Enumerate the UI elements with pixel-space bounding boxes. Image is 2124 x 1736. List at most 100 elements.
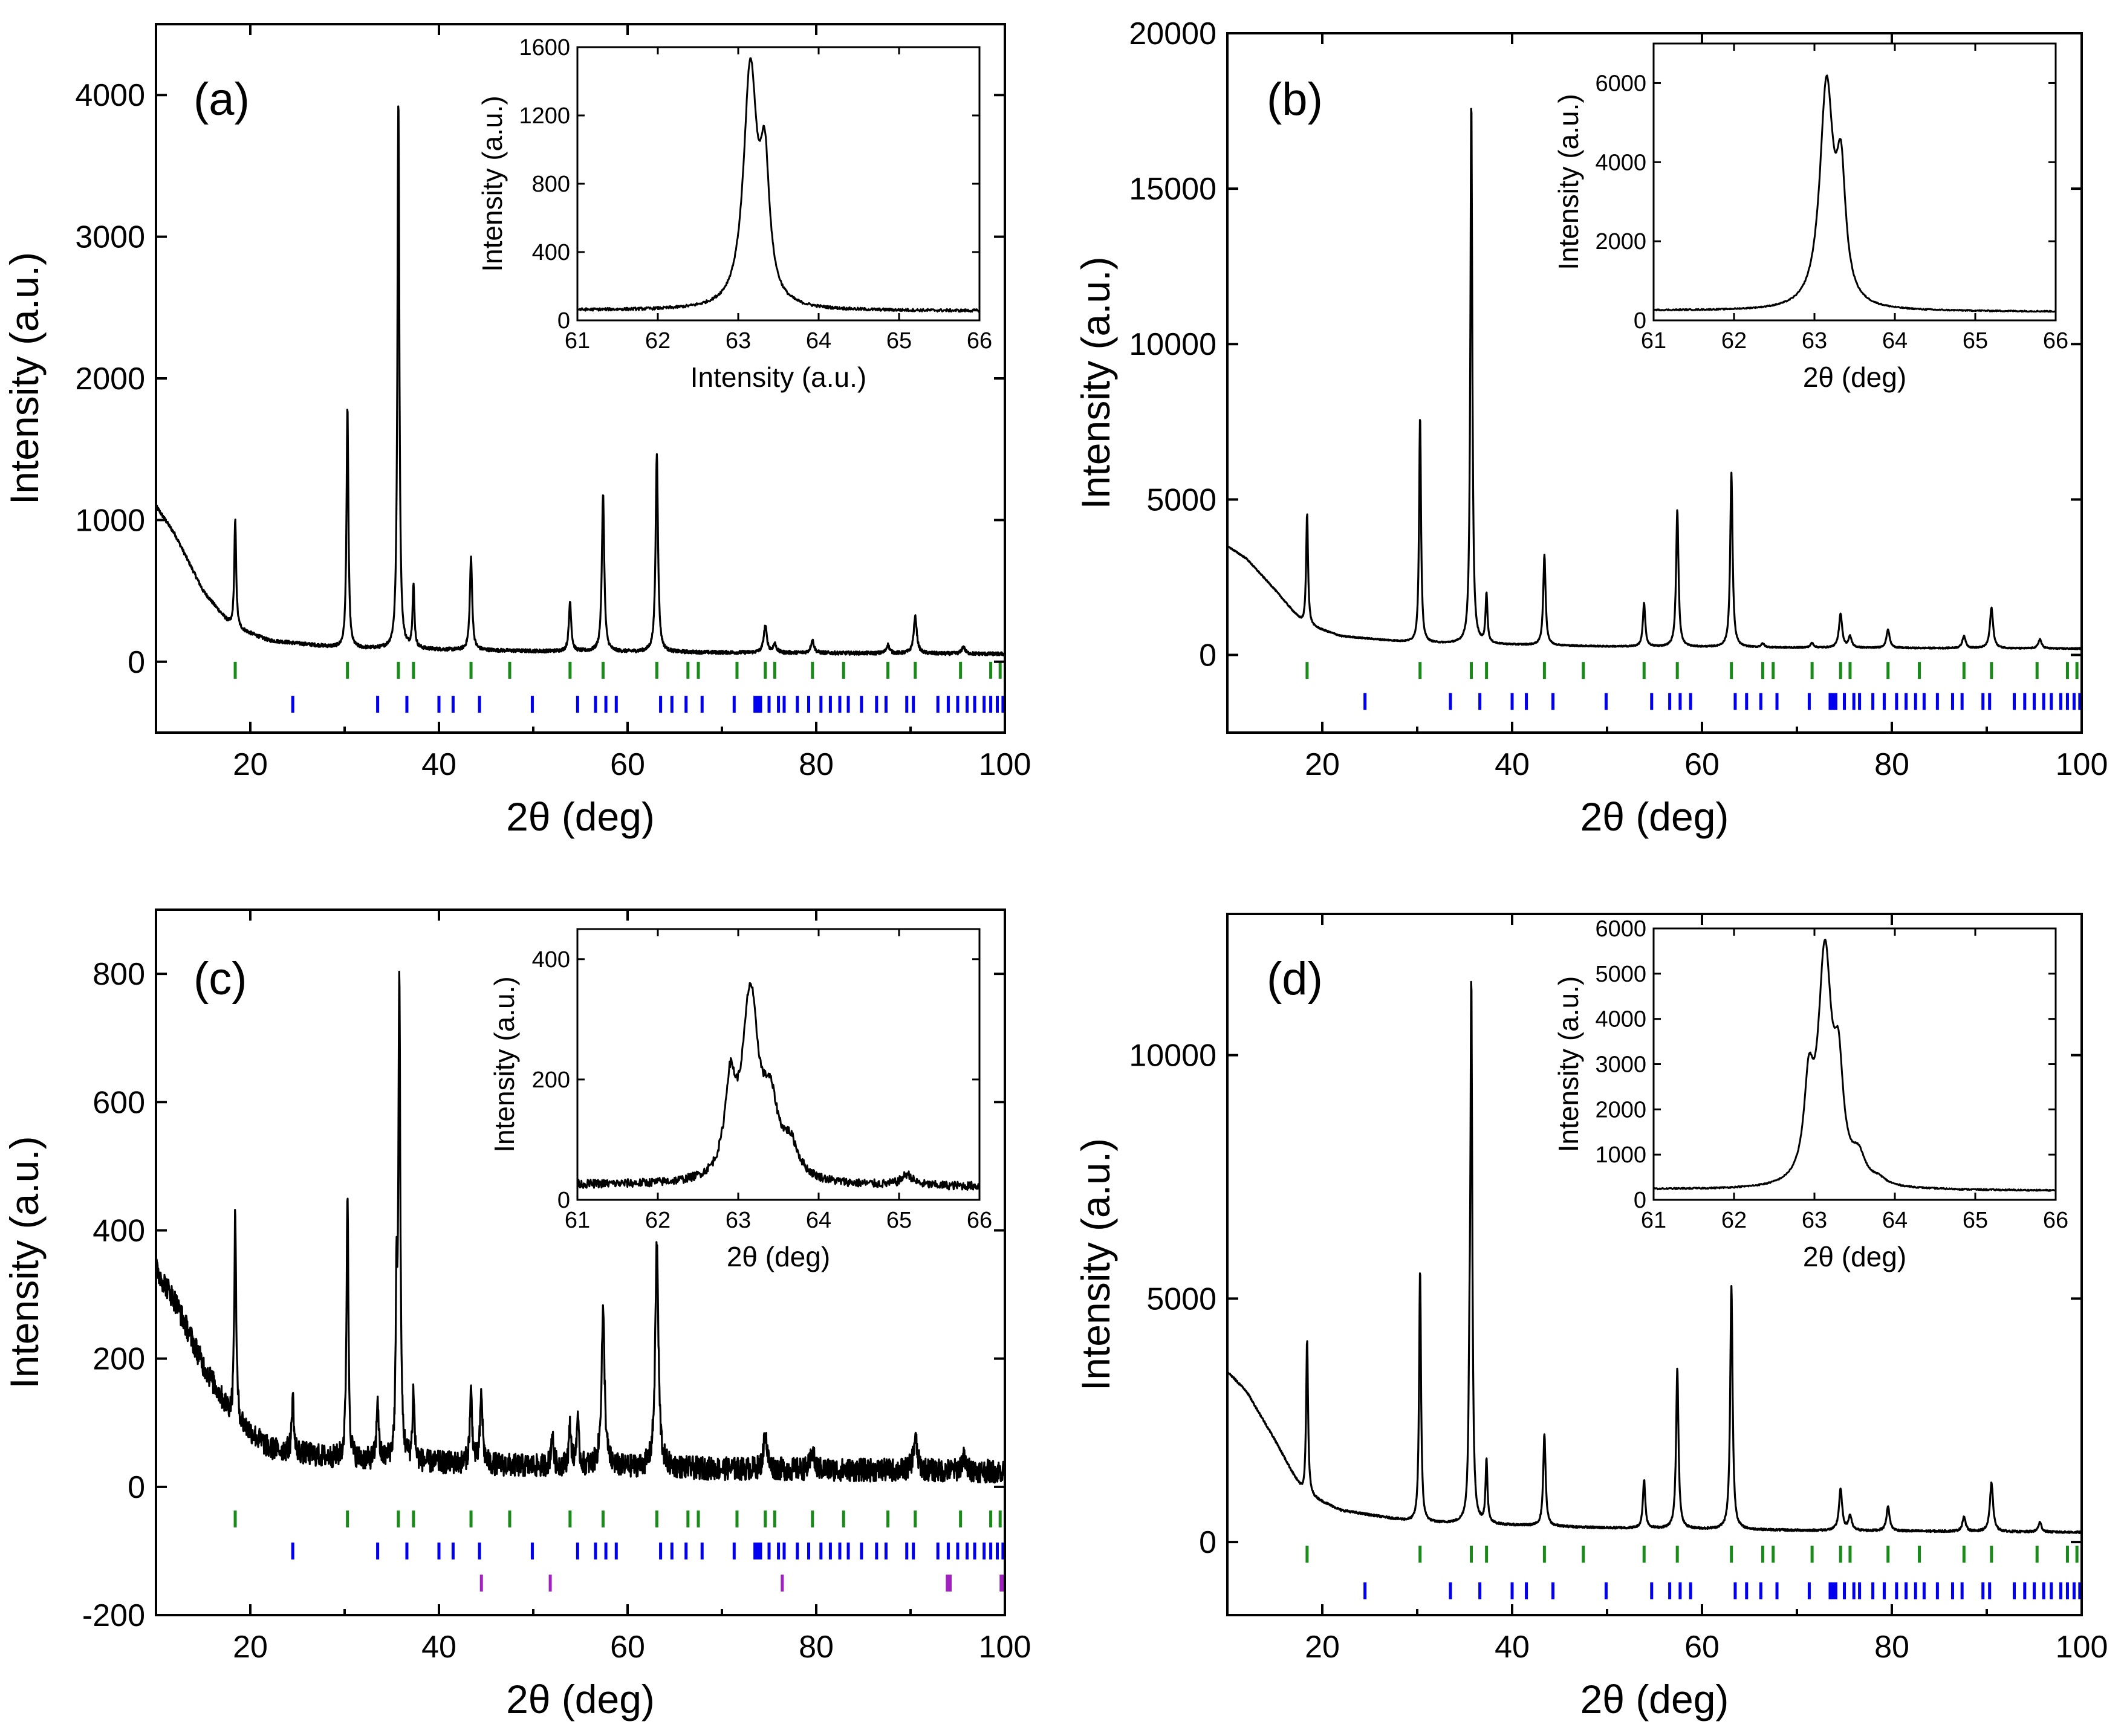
- inset-x-tick-label: 63: [1802, 1208, 1827, 1233]
- y-tick-label: 2000: [75, 361, 145, 397]
- x-tick-label: 40: [1495, 1630, 1530, 1665]
- reflection-ticks-1: [1305, 662, 2079, 679]
- reflection-ticks-2: [1363, 693, 2082, 710]
- x-tick-label: 80: [1874, 747, 1909, 782]
- inset-background: [1654, 44, 2056, 320]
- x-tick-label: 100: [979, 1630, 1031, 1665]
- inset-x-tick-label: 61: [565, 1208, 590, 1233]
- inset-chart: 61 62 63 64 65 66 0 200 400 2θ (deg) Intensity (a.…: [489, 928, 992, 1272]
- inset-x-tick-label: 62: [1721, 328, 1747, 354]
- inset-y-tick-label: 2000: [1595, 1097, 1646, 1122]
- panel-label: (b): [1267, 74, 1323, 125]
- reflection-ticks-2: [291, 1542, 1005, 1559]
- x-tick-label: 20: [233, 747, 268, 782]
- diffraction-curve: [155, 105, 1006, 656]
- y-tick-label: 400: [93, 1213, 145, 1248]
- x-tick-label: 60: [610, 747, 645, 782]
- inset-y-tick-label: 200: [532, 1067, 570, 1093]
- inset-curve: [576, 982, 981, 1191]
- inset-x-tick-label: 63: [1802, 328, 1827, 354]
- y-tick-label: 10000: [1129, 327, 1216, 362]
- inset-x-tick-label: 61: [1641, 328, 1666, 354]
- inset-y-tick-label: 1000: [1595, 1142, 1646, 1168]
- reflection-ticks-1: [1305, 1546, 2079, 1563]
- inset-y-tick-label: 0: [1634, 308, 1646, 334]
- inset-chart: 61 62 63 64 65 66 0 1000 2000 3000 4000 5000 6000 2θ …: [1553, 916, 2068, 1272]
- inset-y-tick-label: 800: [532, 172, 570, 197]
- reflection-ticks-1: [233, 1510, 1002, 1527]
- panel-label: (d): [1267, 953, 1323, 1005]
- inset-x-tick-label: 61: [565, 328, 590, 354]
- panel-label: (a): [193, 74, 250, 125]
- x-axis-label: 2θ (deg): [1580, 1677, 1729, 1721]
- y-tick-label: 15000: [1129, 172, 1216, 207]
- inset-background: [577, 47, 979, 320]
- inset-x-tick-label: 64: [806, 328, 831, 354]
- panel-c: 20 40 60 80 100 -200 0 200 400 600 800 2θ (deg) Inte…: [2, 908, 1031, 1721]
- x-tick-label: 100: [2056, 747, 2108, 782]
- y-tick-label: 1000: [75, 503, 145, 538]
- x-tick-label: 40: [1495, 747, 1530, 782]
- y-tick-label: 200: [93, 1342, 145, 1377]
- inset-x-tick-label: 65: [1963, 1208, 1988, 1233]
- inset-x-axis-label: Intensity (a.u.): [690, 361, 866, 393]
- x-tick-label: 60: [1684, 747, 1720, 782]
- y-axis-label: Intensity (a.u.): [2, 252, 47, 505]
- inset-x-tick-label: 66: [967, 1208, 992, 1233]
- diffraction-curve: [1226, 980, 2083, 1534]
- inset-y-tick-label: 0: [1634, 1188, 1646, 1213]
- inset-curve: [577, 57, 981, 313]
- reflection-ticks-3: [479, 1574, 1005, 1592]
- inset-background: [577, 929, 979, 1200]
- reflection-ticks-2: [291, 696, 1005, 713]
- y-tick-label: -200: [82, 1598, 145, 1633]
- panel-label: (c): [193, 953, 247, 1005]
- x-tick-label: 20: [1305, 1630, 1340, 1665]
- y-axis-label: Intensity (a.u.): [2, 1136, 47, 1388]
- inset-y-tick-label: 6000: [1595, 916, 1646, 942]
- inset-x-tick-label: 62: [645, 328, 671, 354]
- inset-curve: [1653, 74, 2056, 313]
- plot-frame: [1226, 913, 2083, 1616]
- inset-y-tick-label: 1200: [519, 103, 570, 129]
- x-tick-label: 20: [233, 1630, 268, 1665]
- inset-x-tick-label: 63: [726, 328, 751, 354]
- inset-x-tick-label: 65: [886, 1208, 912, 1233]
- inset-background: [1654, 928, 2056, 1200]
- x-axis-label: 2θ (deg): [506, 1677, 655, 1721]
- inset-x-tick-label: 64: [1882, 1208, 1908, 1233]
- inset-chart: 61 62 63 64 65 66 0 2000 4000 6000 2θ (deg) Intensi…: [1553, 42, 2068, 393]
- x-tick-label: 80: [799, 747, 834, 782]
- y-tick-label: 0: [128, 645, 145, 680]
- inset-y-axis-label: Intensity (a.u.): [1553, 94, 1584, 270]
- inset-frame: [576, 928, 981, 1201]
- inset-x-axis-label: 2θ (deg): [727, 1241, 830, 1272]
- inset-y-tick-label: 0: [557, 308, 570, 334]
- x-tick-label: 40: [421, 747, 456, 782]
- x-tick-label: 80: [799, 1630, 834, 1665]
- y-tick-label: 0: [128, 1470, 145, 1505]
- y-tick-label: 20000: [1129, 16, 1216, 51]
- x-tick-label: 100: [979, 747, 1031, 782]
- y-tick-label: 600: [93, 1085, 145, 1120]
- inset-y-tick-label: 5000: [1595, 962, 1646, 987]
- reflection-ticks-2: [1363, 1582, 2082, 1599]
- diffraction-curve: [155, 970, 1006, 1484]
- x-tick-label: 20: [1305, 747, 1340, 782]
- inset-frame: [1652, 42, 2057, 322]
- inset-y-tick-label: 4000: [1595, 1007, 1646, 1032]
- inset-y-axis-label: Intensity (a.u.): [489, 976, 520, 1152]
- inset-y-tick-label: 400: [532, 947, 570, 973]
- inset-y-tick-label: 6000: [1595, 71, 1646, 96]
- inset-x-tick-label: 66: [2043, 1208, 2068, 1233]
- y-tick-label: 4000: [75, 78, 145, 113]
- x-tick-label: 60: [610, 1630, 645, 1665]
- inset-x-tick-label: 61: [1641, 1208, 1666, 1233]
- y-tick-label: 3000: [75, 220, 145, 255]
- x-tick-label: 40: [421, 1630, 456, 1665]
- inset-x-tick-label: 64: [806, 1208, 831, 1233]
